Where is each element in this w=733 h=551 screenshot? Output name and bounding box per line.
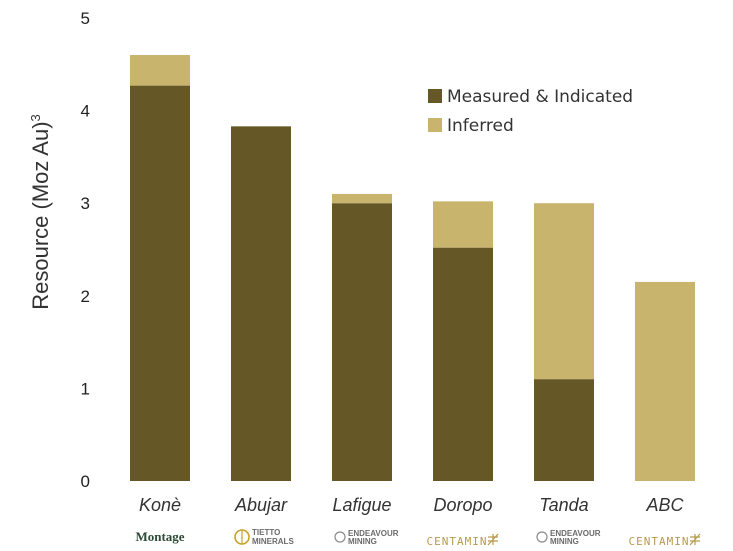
bar-measured-indicated-4 [534, 379, 594, 481]
y-axis-ticks: 0 1 2 3 4 5 [81, 9, 90, 491]
endeavour-logo-subtext: MINING [348, 537, 377, 546]
legend-label-inferred: Inferred [447, 116, 514, 136]
svg-text:Resource (Moz Au)3: Resource (Moz Au)3 [28, 114, 53, 310]
endeavour-logo-subtext: MINING [550, 537, 579, 546]
legend-swatch-inferred [428, 118, 442, 132]
legend: Measured & Indicated Inferred [428, 87, 633, 136]
montage-logo-text: Montage [135, 529, 184, 544]
bar-measured-indicated-2 [332, 203, 392, 481]
bar-inferred-5 [635, 281, 695, 481]
bar-inferred-2 [332, 193, 392, 204]
y-axis-label: Resource (Moz Au) [28, 121, 53, 309]
bar-inferred-3 [433, 201, 493, 248]
category-label: Lafigue [332, 495, 391, 515]
category-label: Tanda [539, 495, 588, 515]
centamin-logo: CENTAMIN [629, 533, 701, 548]
y-tick-label: 1 [81, 379, 90, 398]
category-label: Doropo [433, 495, 492, 515]
y-tick-label: 2 [81, 287, 90, 306]
bar-inferred-0 [130, 55, 190, 86]
x-axis-labels: Konè Abujar Lafigue Doropo Tanda ABC [139, 495, 685, 515]
tietto-logo-subtext: MINERALS [252, 537, 294, 546]
y-tick-label: 4 [81, 102, 90, 121]
category-label: ABC [645, 495, 684, 515]
bar-inferred-4 [534, 203, 594, 380]
endeavour-logo-text: ENDEAVOUR [348, 529, 399, 538]
tietto-logo-text: TIETTO [252, 528, 280, 537]
bar-measured-indicated-0 [130, 85, 190, 482]
montage-logo: Montage [135, 529, 184, 544]
centamin-logo: CENTAMIN [427, 533, 499, 548]
category-label: Abujar [234, 495, 288, 515]
centamin-logo-text: CENTAMIN [427, 535, 488, 548]
y-axis-title: Resource (Moz Au)3 [28, 114, 53, 310]
endeavour-logo-text: ENDEAVOUR [550, 529, 601, 538]
y-tick-label: 0 [81, 472, 90, 491]
bars [130, 55, 695, 482]
legend-swatch-measured-indicated [428, 89, 442, 103]
y-tick-label: 3 [81, 194, 90, 213]
bar-measured-indicated-3 [433, 247, 493, 481]
y-axis-label-superscript: 3 [28, 114, 43, 121]
bar-measured-indicated-1 [231, 126, 291, 481]
category-label: Konè [139, 495, 181, 515]
centamin-logo-text: CENTAMIN [629, 535, 690, 548]
legend-label-measured-indicated: Measured & Indicated [447, 87, 633, 107]
y-tick-label: 5 [81, 9, 90, 28]
